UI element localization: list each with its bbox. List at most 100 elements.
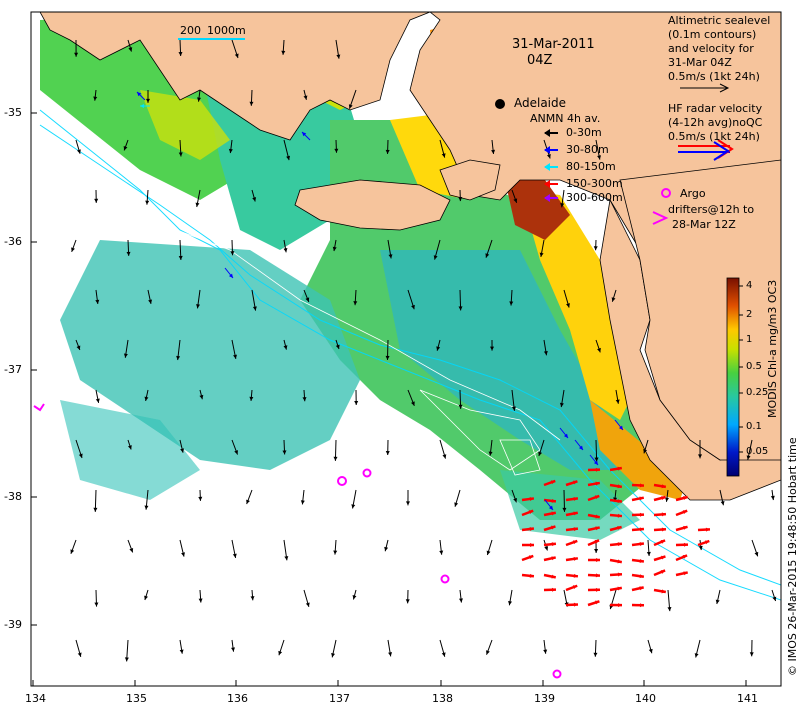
- hf-radar-vector-head: [572, 585, 578, 590]
- anmn-legend-item: 0-30m: [566, 126, 602, 139]
- colorbar-tick-label: 4: [746, 280, 753, 291]
- argo-drifter: [440, 574, 450, 584]
- hf-radar-vector-head: [639, 586, 644, 591]
- hf-radar-vector-head: [617, 466, 622, 471]
- hf-radar-vector-head: [683, 525, 688, 530]
- velocity-arrow-head: [594, 457, 599, 462]
- velocity-arrow-head: [439, 550, 444, 555]
- bathymetry-contours: [39, 109, 781, 601]
- velocity-arrow-head: [94, 602, 99, 607]
- hf-radar-vector-head: [683, 496, 688, 500]
- colorbar-title: MODIS Chl-a mg/m3 OC3: [766, 279, 779, 418]
- velocity-arrow-head: [491, 149, 496, 154]
- hf-radar-vector-head: [660, 540, 666, 544]
- hf-radar-vector-head: [639, 496, 644, 501]
- adelaide-marker: [495, 99, 505, 109]
- hf-radar-vector-head: [528, 555, 534, 560]
- velocity-arrow-head: [336, 54, 341, 59]
- velocity-arrow-head: [74, 52, 79, 57]
- velocity-arrow-head: [146, 98, 151, 103]
- velocity-arrow-head: [615, 399, 620, 404]
- velocity-arrow-head: [458, 196, 463, 202]
- velocity-arrow-head: [513, 198, 518, 203]
- velocity-arrow-head: [385, 451, 390, 456]
- velocity-arrow-head: [458, 598, 463, 603]
- hf-radar-vector-head: [529, 573, 534, 578]
- argo-drifter: [552, 669, 562, 679]
- land-layer: [39, 12, 781, 501]
- velocity-arrow-head: [509, 301, 514, 306]
- colorbar-tick-label: 0.25: [746, 387, 769, 398]
- velocity-arrow-head: [720, 500, 725, 506]
- hf-radar-vector-head: [661, 589, 666, 594]
- velocity-arrow-head: [178, 51, 183, 57]
- hf-radar-legend-arrow: [678, 139, 734, 161]
- hf-radar-vector-head: [529, 527, 534, 532]
- velocity-arrow-head: [566, 303, 570, 308]
- velocity-arrow-head: [611, 297, 616, 302]
- anmn-legend-item: 300-600m: [566, 191, 623, 204]
- x-tick-label: 140: [635, 692, 656, 705]
- y-tick-label: -39: [4, 618, 22, 631]
- velocity-arrow-head: [249, 396, 254, 401]
- velocity-arrow-head: [388, 254, 393, 259]
- velocity-arrow-head: [305, 297, 310, 302]
- velocity-arrow-head: [197, 97, 202, 102]
- colorbar-tick-label: 1: [746, 334, 753, 345]
- velocity-arrow-head: [351, 504, 356, 509]
- anmn-arrow-head: [228, 273, 233, 278]
- velocity-arrow-head: [698, 545, 703, 551]
- hf-radar-vector-head: [683, 542, 688, 547]
- velocity-arrow-head: [508, 601, 513, 606]
- velocity-arrow-head: [559, 402, 564, 408]
- argo-track: [33, 403, 45, 412]
- velocity-arrow-head: [512, 406, 516, 411]
- velocity-arrow-head: [250, 596, 255, 601]
- velocity-arrow-head: [335, 344, 340, 349]
- velocity-arrow-head: [180, 448, 185, 453]
- map-time: 04Z: [527, 53, 553, 68]
- hf-radar-vector-head: [528, 510, 534, 514]
- map-date: 31-Mar-2011: [512, 37, 595, 52]
- velocity-arrow-head: [486, 650, 490, 655]
- y-tick-label: -35: [4, 106, 22, 119]
- velocity-arrow-head: [123, 353, 128, 358]
- hf-radar-vector-head: [639, 603, 644, 608]
- colorbar-tick-label: 0.05: [746, 446, 769, 457]
- velocity-arrow-head: [70, 549, 75, 554]
- hf-radar-vector-head: [617, 603, 622, 608]
- velocity-arrow-head: [94, 198, 99, 203]
- velocity-arrow-head: [246, 499, 250, 505]
- hf-radar-vector-head: [617, 572, 622, 577]
- altimetry-legend-line: 31-Mar 04Z: [668, 56, 732, 69]
- hf-radar-vector-head: [529, 496, 534, 501]
- velocity-arrow-head: [384, 546, 389, 552]
- hf-radar-vector-head: [617, 499, 622, 504]
- velocity-arrow-head: [124, 657, 129, 662]
- hf-radar-vector-head: [551, 525, 556, 530]
- velocity-arrow-head: [233, 354, 237, 359]
- hf-radar-vector-head: [595, 587, 600, 592]
- velocity-arrow-head: [513, 497, 517, 503]
- velocity-arrow-head: [648, 648, 653, 654]
- anmn-legend-title: ANMN 4h av.: [530, 112, 601, 125]
- hf-radar-vector-head: [704, 540, 710, 545]
- colorbar-tick-label: 2: [746, 309, 753, 320]
- velocity-arrow-head: [543, 351, 548, 356]
- hf-radar-vector-head: [617, 526, 622, 530]
- y-tick-label: -37: [4, 363, 22, 376]
- hf-radar-vector-head: [550, 480, 556, 485]
- velocity-arrow-head: [77, 652, 82, 657]
- velocity-arrow-head: [458, 404, 463, 409]
- velocity-arrow-head: [441, 652, 446, 657]
- velocity-arrow-head: [593, 652, 598, 657]
- velocity-arrow-head: [454, 502, 459, 507]
- hf-radar-vector-head: [573, 496, 578, 501]
- velocity-arrow-head: [539, 252, 544, 257]
- velocity-arrow-head: [354, 400, 359, 405]
- velocity-arrow-head: [148, 299, 153, 304]
- velocity-arrow-head: [352, 595, 357, 600]
- velocity-arrow-head: [228, 148, 233, 154]
- velocity-arrow-head: [144, 595, 148, 600]
